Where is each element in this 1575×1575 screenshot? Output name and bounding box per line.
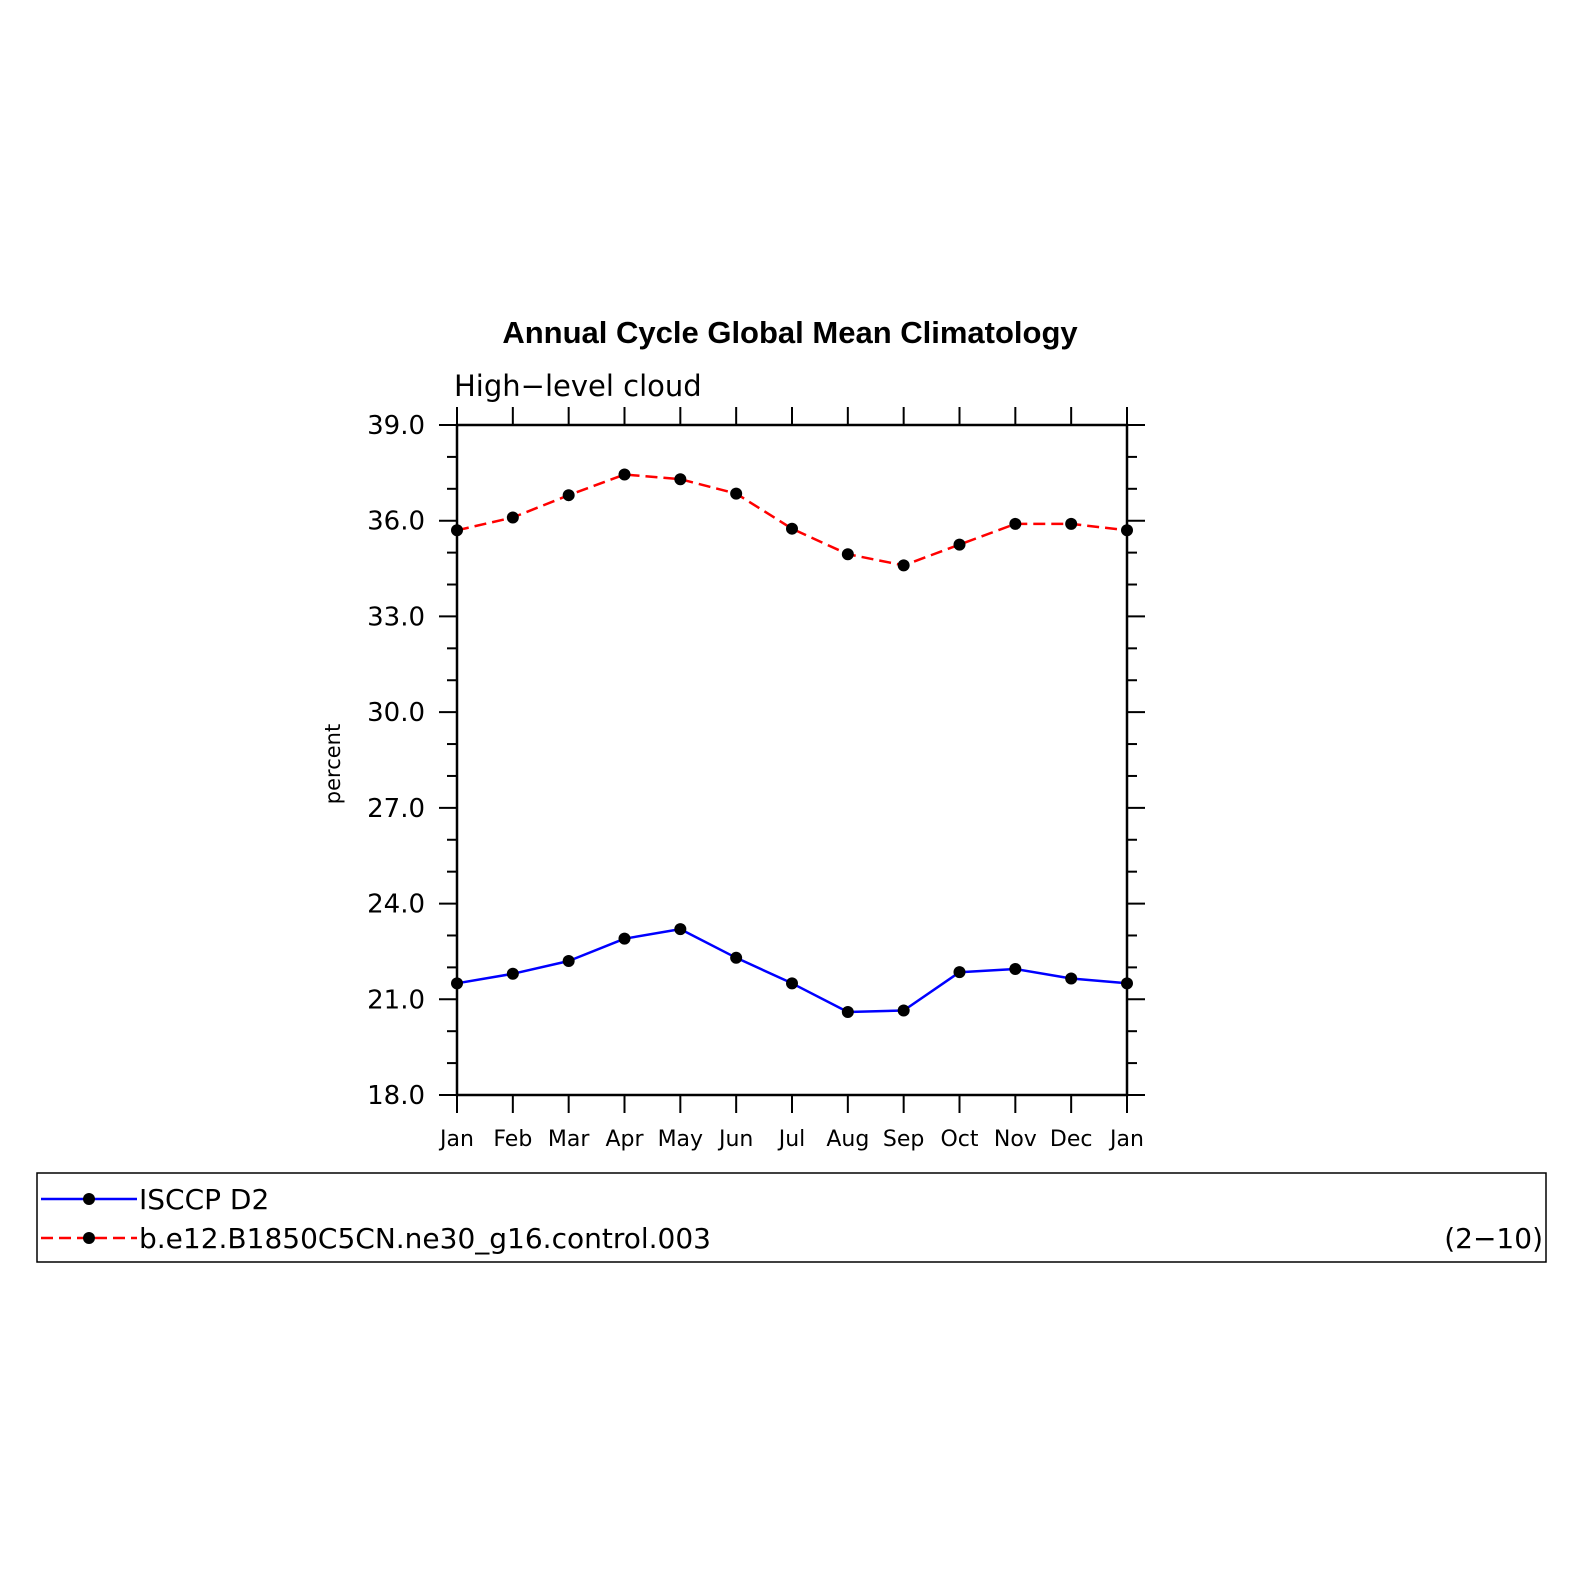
series-1-point [953,538,966,551]
x-tick-label: Jul [777,1127,806,1152]
series-0-point [953,966,966,979]
series-0-point [841,1006,854,1019]
series-0-point [1009,962,1022,975]
series-1-point [451,524,463,537]
chart-title: Annual Cycle Global Mean Climatology [502,315,1078,350]
legend-marker-isccp [83,1193,95,1205]
legend-marker-model [83,1232,95,1244]
x-tick-label: Aug [826,1127,869,1152]
y-tick-label: 33.0 [367,602,425,632]
series-1-point [674,473,687,486]
y-tick-label: 21.0 [367,985,425,1015]
series-1-point [897,559,910,572]
x-tick-label: Sep [883,1127,924,1152]
x-tick-label: May [658,1127,703,1152]
x-tick-label: Feb [493,1127,532,1152]
legend-label-isccp: ISCCP D2 [139,1183,269,1216]
series-1-point [562,489,575,502]
chart-subtitle: High−level cloud [454,369,702,403]
series-0-point [562,955,575,967]
series-0-point [451,977,463,990]
series-1-point [841,548,854,561]
axis-ticks [439,407,1145,1113]
series-1-point [730,487,743,500]
series-1-point [618,468,631,481]
x-tick-label: Nov [994,1127,1037,1152]
series-1-point [786,522,798,535]
series-line-1 [456,473,1128,567]
series-0-point [897,1004,910,1017]
y-tick-label: 24.0 [367,890,425,920]
series-0-point [1065,972,1078,985]
y-tick-label: 30.0 [367,698,425,728]
x-tick-label: Oct [940,1127,978,1152]
x-tick-label: Jun [717,1127,753,1152]
series-1-point [1065,517,1078,530]
x-tick-label: Jan [1108,1127,1144,1152]
y-tick-labels: 18.0 21.0 24.0 27.0 30.0 33.0 36.0 39.0 [367,411,425,1111]
series-1-point [506,511,519,524]
legend: ISCCP D2 b.e12.B1850C5CN.ne30_g16.contro… [36,1172,1547,1263]
legend-frame [36,1172,1547,1263]
series-layer [451,468,1133,1019]
y-tick-label: 39.0 [367,411,425,441]
legend-note: (2−10) [1444,1222,1543,1255]
y-tick-label: 27.0 [367,794,425,824]
y-tick-label: 36.0 [367,507,425,537]
y-tick-label: 18.0 [367,1081,425,1111]
series-0-point [674,923,687,936]
y-axis-label: percent [321,724,345,804]
legend-label-model: b.e12.B1850C5CN.ne30_g16.control.003 [139,1222,711,1255]
series-1-point [1121,524,1133,537]
series-1-point [1009,517,1022,530]
x-tick-label: Dec [1050,1127,1093,1152]
x-tick-label: Jan [438,1127,474,1152]
x-tick-label: Apr [605,1127,644,1152]
series-0-point [1121,977,1133,990]
series-0-point [618,932,631,945]
x-tick-label: Mar [548,1127,590,1152]
series-line-0 [456,927,1128,1014]
series-0-point [730,951,743,964]
series-0-point [506,967,519,980]
x-tick-labels: Jan Feb Mar Apr May Jun Jul Aug Sep Oct Nov Dec Jan [438,1127,1144,1152]
series-0-point [786,977,798,990]
